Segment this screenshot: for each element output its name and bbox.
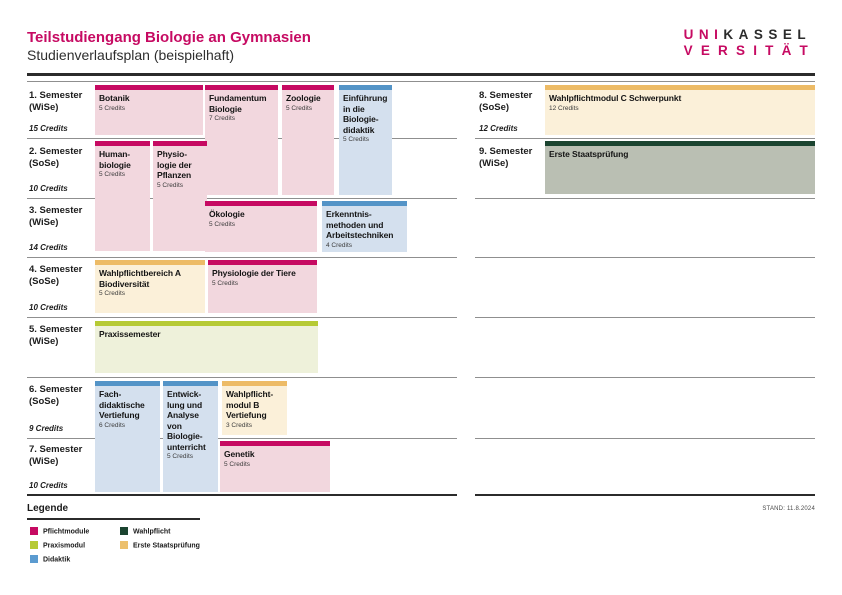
module-erkenntnismethoden: Erkenntnis-methoden und Arbeitstechniken… [322, 201, 407, 252]
module-oekologie: Ökologie 5 Credits [205, 201, 317, 252]
page-title: Teilstudiengang Biologie an Gymnasien [27, 29, 311, 46]
module-genetik: Genetik 5 Credits [220, 441, 330, 492]
module-botanik: Botanik 5 Credits [95, 85, 203, 135]
semester-label-9: 9. Semester (WiSe) [479, 146, 533, 169]
logo-kassel: KASSEL [723, 27, 812, 42]
header-rule [27, 73, 815, 76]
module-wahlpflichtbereich-a: Wahlpflichtbereich A Biodiversität 5 Cred… [95, 260, 205, 313]
row-line [27, 317, 457, 318]
module-fachdidaktische-vertiefung: Fach-didaktische Vertiefung 6 Credits [95, 381, 160, 492]
module-humanbiologie: Human-biologie 5 Credits [95, 141, 150, 251]
semester-label-2: 2. Semester (SoSe) [29, 146, 83, 169]
logo-uni: UNI [683, 27, 724, 42]
module-wahlpflichtmodul-b: Wahlpflicht-modul B Vertiefung 3 Credits [222, 381, 287, 435]
module-physiologie-der-pflanzen: Physio-logie der Pflanzen 5 Credits [153, 141, 207, 251]
legend-item-didaktik: Didaktik [30, 555, 70, 565]
semester-label-6: 6. Semester (SoSe) [29, 384, 83, 407]
semester-credits-4: 10 Credits [29, 303, 68, 312]
row-line [475, 377, 815, 378]
module-wahlpflichtmodul-c: Wahlpflichtmodul C Schwerpunkt 12 Credits [545, 85, 815, 135]
semester-label-1: 1. Semester (WiSe) [29, 90, 83, 113]
praxismodul-swatch [30, 541, 38, 549]
wahlpflicht-swatch [120, 527, 128, 535]
table-bottom-line [475, 494, 815, 496]
semester-label-3: 3. Semester (WiSe) [29, 205, 83, 228]
row-line [475, 257, 815, 258]
semester-credits-1: 15 Credits [29, 124, 68, 133]
semester-credits-7: 10 Credits [29, 481, 68, 490]
uni-kassel-logo: UNIKASSEL VERSITÄT [684, 27, 816, 58]
semester-label-5: 5. Semester (WiSe) [29, 324, 83, 347]
row-line [475, 317, 815, 318]
module-entwicklung-analyse-biologieunterricht: Entwick-lung und Analyse von Biologie-un… [163, 381, 218, 492]
page-subtitle: Studienverlaufsplan (beispielhaft) [27, 47, 235, 63]
row-line [27, 377, 457, 378]
semester-credits-6: 9 Credits [29, 424, 64, 433]
legend-item-pflichtmodule: Pflichtmodule [30, 527, 89, 537]
legend-item-wahlpflicht: Wahlpflicht [120, 527, 170, 537]
legend-item-praxismodul: Praxismodul [30, 541, 85, 551]
row-line [27, 198, 457, 199]
semester-credits-3: 14 Credits [29, 243, 68, 252]
legend-title: Legende [27, 503, 69, 514]
row-line [27, 257, 457, 258]
table-top-line [27, 81, 815, 82]
module-physiologie-der-tiere: Physiologie der Tiere 5 Credits [208, 260, 317, 313]
module-praxissemester: Praxissemester [95, 321, 318, 373]
legend-rule [27, 518, 200, 520]
row-line [27, 438, 457, 439]
logo-versitaet: VERSITÄT [683, 43, 816, 58]
legend-item-erste-staatspruefung: Erste Staatsprüfung [120, 541, 200, 551]
module-einfuehrung-biologiedidaktik: Einführung in die Biologie-didaktik 5 Cre… [339, 85, 392, 195]
pflichtmodule-swatch [30, 527, 38, 535]
stand-note: STAND: 11.8.2024 [762, 506, 815, 512]
row-line [475, 138, 815, 139]
semester-label-8: 8. Semester (SoSe) [479, 90, 533, 113]
module-zoologie: Zoologie 5 Credits [282, 85, 334, 195]
module-fundamentum-biologie: Fundamentum Biologie 7 Credits [205, 85, 278, 195]
module-erste-staatspruefung: Erste Staatsprüfung [545, 141, 815, 194]
semester-credits-8: 12 Credits [479, 124, 518, 133]
row-line [475, 438, 815, 439]
logo-line-1: UNIKASSEL [684, 27, 816, 42]
didaktik-swatch [30, 555, 38, 563]
erste-staatspruefung-swatch [120, 541, 128, 549]
table-bottom-line [27, 494, 457, 496]
row-line [475, 198, 815, 199]
semester-label-7: 7. Semester (WiSe) [29, 444, 83, 467]
semester-credits-2: 10 Credits [29, 184, 68, 193]
semester-label-4: 4. Semester (SoSe) [29, 264, 83, 287]
